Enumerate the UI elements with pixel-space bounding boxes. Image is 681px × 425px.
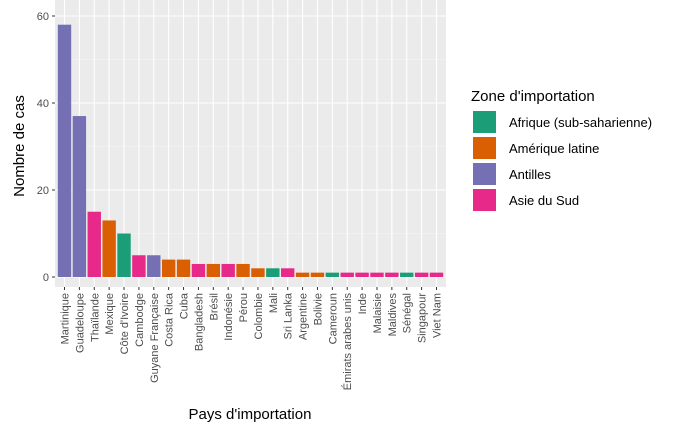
- bar: [87, 211, 101, 277]
- y-tick-label: 60: [37, 11, 49, 23]
- bar: [221, 263, 235, 277]
- x-axis-title: Pays d'importation: [189, 406, 312, 423]
- bar: [325, 272, 340, 277]
- x-tick-label: Singapour: [417, 293, 429, 343]
- x-tick-label: Argentine: [298, 293, 310, 340]
- legend-key: [473, 137, 496, 159]
- bar: [295, 272, 310, 277]
- bars: [57, 24, 444, 278]
- legend-label: Afrique (sub-saharienne): [509, 115, 652, 130]
- x-tick-label: Mali: [268, 293, 280, 313]
- legend: Zone d'importation Afrique (sub-saharien…: [471, 88, 652, 211]
- x-tick-label: Sri Lanka: [283, 292, 295, 339]
- bar: [176, 259, 191, 277]
- x-tick-label: Sénégal: [402, 293, 414, 333]
- legend-key: [473, 163, 496, 185]
- legend-label: Amérique latine: [509, 141, 599, 156]
- y-axis-title: Nombre de cas: [11, 95, 28, 197]
- legend-label: Asie du Sud: [509, 193, 579, 208]
- bar: [102, 220, 116, 277]
- bar: [281, 268, 295, 277]
- bar: [355, 272, 369, 277]
- x-tick-label: Thaïlande: [89, 293, 101, 342]
- x-tick-label: Cambodge: [134, 293, 146, 347]
- bar: [206, 263, 220, 277]
- y-tick-label: 0: [43, 272, 49, 284]
- x-tick-label: Émirats arabes unis: [341, 293, 354, 391]
- legend-label: Antilles: [509, 167, 551, 182]
- legend-key: [473, 189, 496, 211]
- bar: [57, 24, 72, 278]
- x-tick-label: Brésil: [208, 293, 220, 321]
- bar: [400, 272, 414, 277]
- legend-title: Zone d'importation: [471, 88, 595, 105]
- x-tick-label: Côte d'Ivoire: [119, 293, 131, 354]
- bar: [251, 268, 265, 277]
- x-tick-label: Inde: [357, 293, 369, 314]
- x-tick-label: Guyane Française: [149, 293, 161, 383]
- x-tick-label: Guadeloupe: [74, 293, 86, 353]
- bar: [132, 255, 146, 277]
- bar: [72, 116, 87, 277]
- bar: [147, 255, 161, 277]
- bar: [370, 272, 384, 277]
- bar: [429, 272, 444, 277]
- x-tick-label: Malaisie: [372, 293, 384, 333]
- x-tick-label: Indonésie: [223, 293, 235, 341]
- y-tick-label: 40: [37, 98, 49, 110]
- x-tick-label: Cameroun: [327, 293, 339, 344]
- bar: [310, 272, 325, 277]
- x-tick-label: Martinique: [60, 293, 72, 344]
- x-tick-label: Mexique: [104, 293, 116, 335]
- bar: [340, 272, 354, 277]
- bar: [385, 272, 399, 277]
- y-tick-label: 20: [37, 185, 49, 197]
- bar: [414, 272, 429, 277]
- x-tick-label: Cuba: [179, 292, 191, 319]
- x-tick-label: Viet Nam: [432, 293, 444, 338]
- x-tick-label: Costa Rica: [164, 292, 176, 347]
- x-tick-label: Colombie: [253, 293, 265, 339]
- bar: [117, 233, 131, 277]
- x-tick-label: Maldives: [387, 293, 399, 337]
- bar: [266, 268, 280, 277]
- bar: [236, 263, 250, 277]
- x-axis: Martinique Guadeloupe Thaïlande Mexique Côte…: [60, 287, 444, 390]
- bar: [191, 263, 206, 277]
- x-tick-label: Pérou: [238, 293, 250, 322]
- y-axis: 0 20 40 60: [37, 11, 55, 284]
- x-tick-label: Bolivie: [312, 293, 324, 325]
- legend-key: [473, 111, 496, 133]
- bar: [161, 259, 176, 277]
- x-tick-label: Bangladesh: [193, 293, 205, 351]
